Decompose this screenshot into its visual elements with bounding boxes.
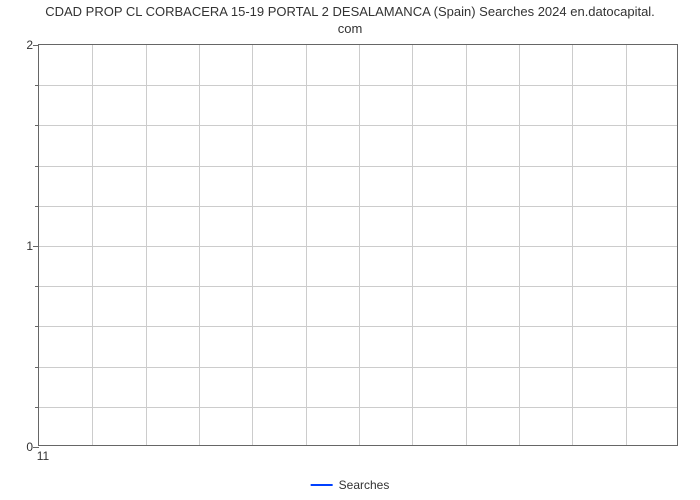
grid-line-horizontal [39, 326, 677, 327]
y-axis-major-tick [33, 246, 39, 247]
y-axis-minor-tick [35, 407, 39, 408]
y-axis-tick-label: 2 [26, 38, 33, 52]
legend-line-swatch [311, 484, 333, 486]
grid-line-vertical [146, 45, 147, 445]
x-axis-tick-label: 11 [37, 449, 49, 463]
grid-line-vertical [572, 45, 573, 445]
plot-area: 01211 [38, 44, 678, 446]
chart-container: CDAD PROP CL CORBACERA 15-19 PORTAL 2 DE… [0, 0, 700, 500]
grid-line-vertical [199, 45, 200, 445]
legend-label: Searches [339, 478, 390, 492]
y-axis-minor-tick [35, 367, 39, 368]
chart-title-line2: com [338, 21, 363, 36]
grid-line-vertical [626, 45, 627, 445]
y-axis-major-tick [33, 45, 39, 46]
chart-title-line1: CDAD PROP CL CORBACERA 15-19 PORTAL 2 DE… [45, 4, 655, 19]
chart-title: CDAD PROP CL CORBACERA 15-19 PORTAL 2 DE… [0, 4, 700, 38]
grid-line-vertical [306, 45, 307, 445]
grid-line-vertical [466, 45, 467, 445]
grid-line-horizontal [39, 407, 677, 408]
grid-line-vertical [252, 45, 253, 445]
grid-line-vertical [359, 45, 360, 445]
legend: Searches [311, 478, 390, 492]
grid-line-horizontal [39, 246, 677, 247]
grid-line-vertical [519, 45, 520, 445]
grid-line-horizontal [39, 166, 677, 167]
grid-line-horizontal [39, 206, 677, 207]
y-axis-minor-tick [35, 286, 39, 287]
y-axis-tick-label: 0 [26, 440, 33, 454]
grid-line-horizontal [39, 286, 677, 287]
y-axis-minor-tick [35, 206, 39, 207]
y-axis-tick-label: 1 [26, 239, 33, 253]
y-axis-minor-tick [35, 326, 39, 327]
y-axis-minor-tick [35, 85, 39, 86]
y-axis-major-tick [33, 447, 39, 448]
grid-line-horizontal [39, 85, 677, 86]
grid-line-vertical [412, 45, 413, 445]
grid-line-horizontal [39, 125, 677, 126]
grid-line-vertical [92, 45, 93, 445]
y-axis-minor-tick [35, 125, 39, 126]
grid-line-horizontal [39, 367, 677, 368]
y-axis-minor-tick [35, 166, 39, 167]
